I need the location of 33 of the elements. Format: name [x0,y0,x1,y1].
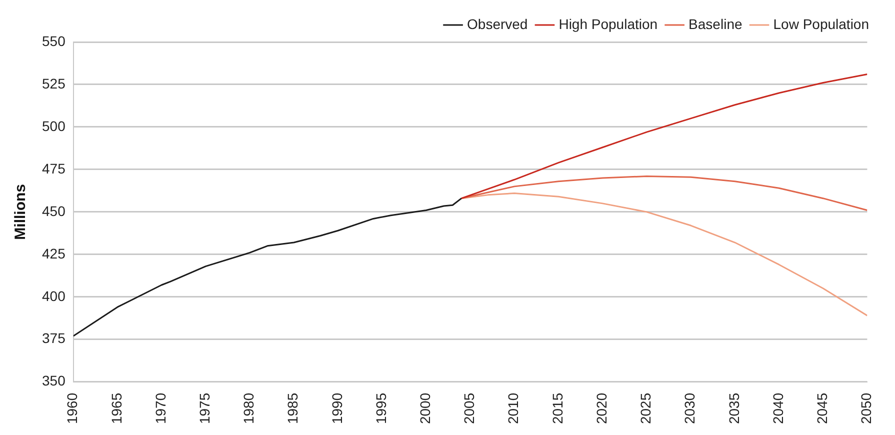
legend-label: High Population [558,16,658,32]
legend-label: Observed [467,16,528,32]
x-tick-label: 2040 [770,392,786,424]
x-tick-label: 2035 [726,392,742,424]
y-tick-label: 375 [42,330,66,346]
x-tick-label: 2025 [638,392,654,424]
x-tick-label: 2030 [682,392,698,424]
y-tick-label: 475 [42,160,66,176]
x-tick-label: 2015 [549,392,566,424]
y-tick-label: 350 [42,372,66,389]
x-tick-label: 1985 [284,392,301,424]
y-axis-title: Millions [12,184,30,240]
y-tick-label: 525 [42,75,66,92]
x-tick-label: 1970 [152,392,168,424]
x-tick-label: 1975 [196,392,213,424]
x-tick-label: 1965 [108,392,124,424]
y-tick-label: 425 [42,245,66,262]
x-tick-label: 2000 [417,392,434,424]
y-tick-label: 400 [42,288,66,304]
y-tick-label: 500 [42,118,66,134]
x-tick-label: 2050 [858,392,874,424]
legend-label: Low Population [773,16,870,32]
x-tick-label: 1960 [64,392,80,424]
x-tick-label: 2020 [593,392,610,424]
x-tick-label: 1995 [372,392,389,424]
x-tick-label: 2010 [505,392,522,424]
x-tick-label: 1990 [328,392,345,424]
x-tick-label: 1980 [240,392,257,424]
y-tick-label: 450 [42,202,66,219]
x-tick-label: 2045 [814,392,830,424]
x-tick-label: 2005 [461,392,478,424]
legend-label: Baseline [688,16,742,32]
y-tick-label: 550 [42,32,66,49]
